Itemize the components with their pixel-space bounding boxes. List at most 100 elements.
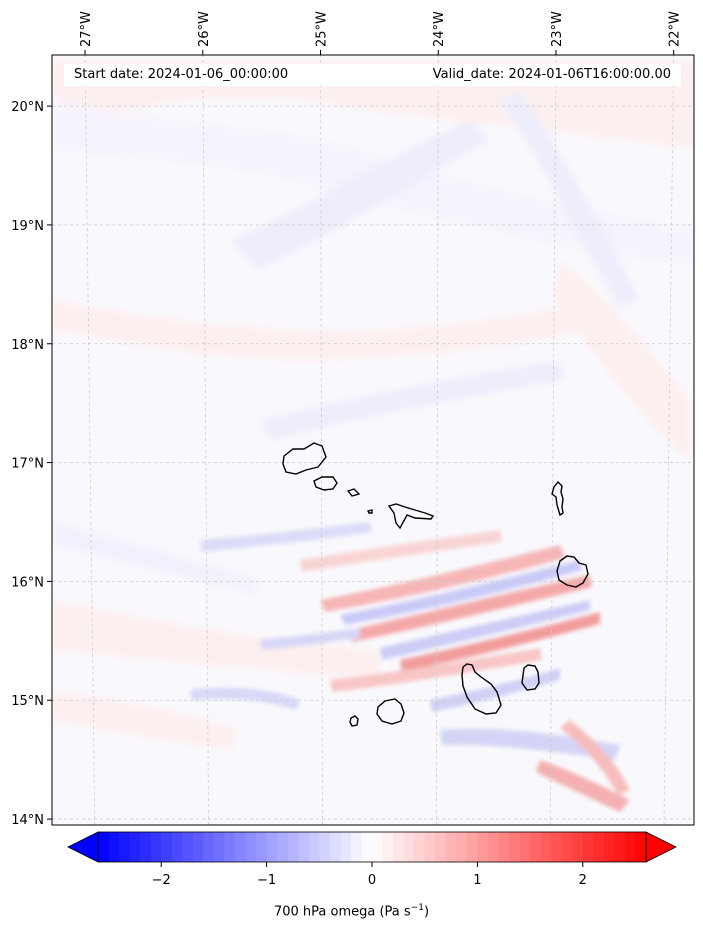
colorbar-segment xyxy=(350,832,363,862)
meridian-line xyxy=(84,55,96,825)
lat-tick-label: 19°N xyxy=(11,219,44,234)
colorbar-segment xyxy=(435,832,447,862)
island-santiago xyxy=(461,663,502,715)
meridian-line xyxy=(435,55,439,825)
colorbar-segment xyxy=(456,832,468,862)
colorbar-extend-low xyxy=(67,831,99,863)
colorbar-segment xyxy=(372,832,384,862)
colorbar-segment xyxy=(171,832,183,862)
meridian-line xyxy=(549,55,557,825)
colorbar-segment xyxy=(414,832,426,862)
colorbar-segment xyxy=(329,832,341,862)
lon-tick-label: 23°W xyxy=(550,11,565,47)
colorbar-segment xyxy=(277,832,289,862)
colorbar-segment xyxy=(213,832,226,862)
colorbar-segment xyxy=(98,832,110,862)
colorbar-tick-label: −1 xyxy=(257,873,276,888)
colorbar-segment xyxy=(403,832,415,862)
colorbar-segment xyxy=(614,832,626,862)
colorbar-segment xyxy=(308,832,320,862)
colorbar-segment xyxy=(393,832,405,862)
colorbar-segment xyxy=(287,832,299,862)
colorbar-segment xyxy=(603,832,615,862)
colorbar-segment xyxy=(466,832,478,862)
colorbar-extend-high xyxy=(645,831,677,863)
colorbar-segment xyxy=(582,832,594,862)
valid-date-label: Valid_date: 2024-01-06T16:00:00.00 xyxy=(432,67,671,82)
lon-tick-label: 27°W xyxy=(79,11,94,47)
lat-tick-label: 18°N xyxy=(11,338,44,353)
colorbar-segment xyxy=(161,832,173,862)
colorbar: −2 −1 0 1 2 xyxy=(67,831,677,888)
gridlines xyxy=(52,55,694,825)
colorbar-tick-label: 1 xyxy=(473,873,481,888)
lon-tick-label: 24°W xyxy=(432,11,447,47)
island-brava xyxy=(349,715,359,727)
lat-tick-label: 15°N xyxy=(11,694,44,709)
colorbar-segment xyxy=(498,832,510,862)
colorbar-title: 700 hPa omega (Pa s−1) xyxy=(0,903,703,919)
colorbar-segment xyxy=(382,832,394,862)
lat-tick-label: 16°N xyxy=(11,575,44,590)
colorbar-segment xyxy=(624,832,637,862)
island-sao-nicolau xyxy=(387,503,435,530)
colorbar-segment xyxy=(182,832,194,862)
colorbar-segment xyxy=(129,832,141,862)
island-santo-antao xyxy=(282,442,327,475)
lat-tick-label: 14°N xyxy=(11,813,44,828)
colorbar-tick-label: 0 xyxy=(368,873,376,888)
colorbar-tick-label: 2 xyxy=(579,873,587,888)
latitude-ticks: 20°N 19°N 18°N 17°N 16°N 15°N 14°N xyxy=(11,100,52,828)
colorbar-segment xyxy=(340,832,352,862)
island-santa-luzia xyxy=(346,488,361,497)
island-maio xyxy=(521,664,540,691)
colorbar-segment xyxy=(477,832,489,862)
colorbar-segment xyxy=(235,832,247,862)
lat-tick-label: 17°N xyxy=(11,457,44,472)
colorbar-tick-label: −2 xyxy=(152,873,171,888)
colorbar-segment xyxy=(108,832,120,862)
longitude-ticks: 27°W 26°W 25°W 24°W 23°W 22°W xyxy=(79,11,683,55)
island-sal xyxy=(551,480,564,517)
colorbar-segment xyxy=(519,832,531,862)
colorbar-segment xyxy=(192,832,204,862)
colorbar-segment xyxy=(561,832,573,862)
colorbar-segment xyxy=(266,832,278,862)
colorbar-title-text: 700 hPa omega (Pa s xyxy=(273,904,411,920)
colorbar-segment xyxy=(256,832,268,862)
island-boa-vista xyxy=(556,555,589,588)
meridian-line xyxy=(663,55,675,825)
colorbar-segment xyxy=(119,832,131,862)
colorbar-title-close: ) xyxy=(423,904,430,920)
meridian-line xyxy=(202,55,209,825)
colorbar-segment xyxy=(540,832,552,862)
colorbar-segment xyxy=(424,832,436,862)
colorbar-segment xyxy=(203,832,215,862)
colorbar-segment xyxy=(224,832,236,862)
colorbar-segment xyxy=(150,832,162,862)
colorbar-segment xyxy=(298,832,310,862)
colorbar-segment xyxy=(593,832,605,862)
start-date-label: Start date: 2024-01-06_00:00:00 xyxy=(74,67,289,82)
colorbar-segment xyxy=(487,832,500,862)
omega-field xyxy=(52,55,694,825)
plot-frame xyxy=(51,54,695,826)
lat-tick-label: 20°N xyxy=(11,100,44,115)
colorbar-segment xyxy=(245,832,257,862)
colorbar-segment xyxy=(509,832,521,862)
colorbar-segment xyxy=(361,832,373,862)
colorbar-segment xyxy=(445,832,457,862)
lon-tick-label: 22°W xyxy=(668,11,683,47)
lon-tick-label: 26°W xyxy=(197,11,212,47)
colorbar-segment xyxy=(551,832,563,862)
colorbar-segment xyxy=(572,832,584,862)
colorbar-segment xyxy=(530,832,542,862)
colorbar-segment xyxy=(319,832,331,862)
colorbar-title-exponent: −1 xyxy=(410,903,424,913)
island-sao-vicente xyxy=(313,476,338,491)
island-raso xyxy=(366,509,373,514)
meridian-line xyxy=(320,55,323,825)
colorbar-segment xyxy=(635,832,647,862)
island-fogo xyxy=(376,698,405,725)
